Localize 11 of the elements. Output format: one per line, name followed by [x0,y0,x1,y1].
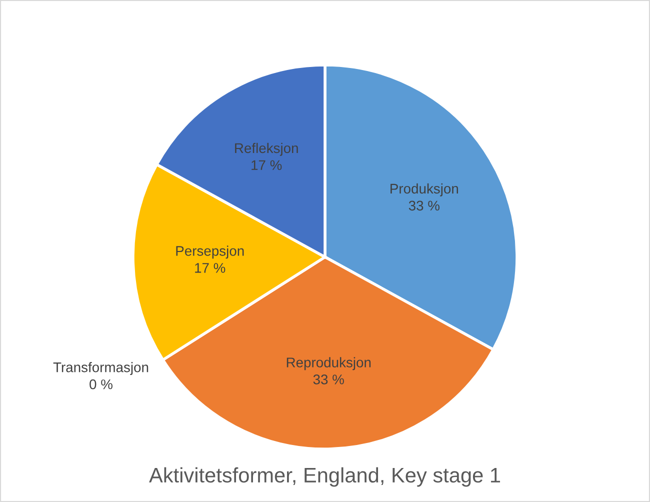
data-label: 33 % [408,200,440,211]
slice-label: Produksjon [390,183,458,196]
slice-label: Refleksjon [235,142,298,156]
data-label: 17 % [252,160,282,170]
slice-label: Persepsjon [176,246,244,259]
category-label: Transformasjon [53,362,148,375]
data-label: 33 % [313,374,344,384]
data-label: 17 % [195,263,226,273]
text: 0 % [90,379,112,390]
slice-label: Reproduksjon [286,357,371,370]
text: Aktivitetsformer, England, Key stage 1 [149,467,500,487]
